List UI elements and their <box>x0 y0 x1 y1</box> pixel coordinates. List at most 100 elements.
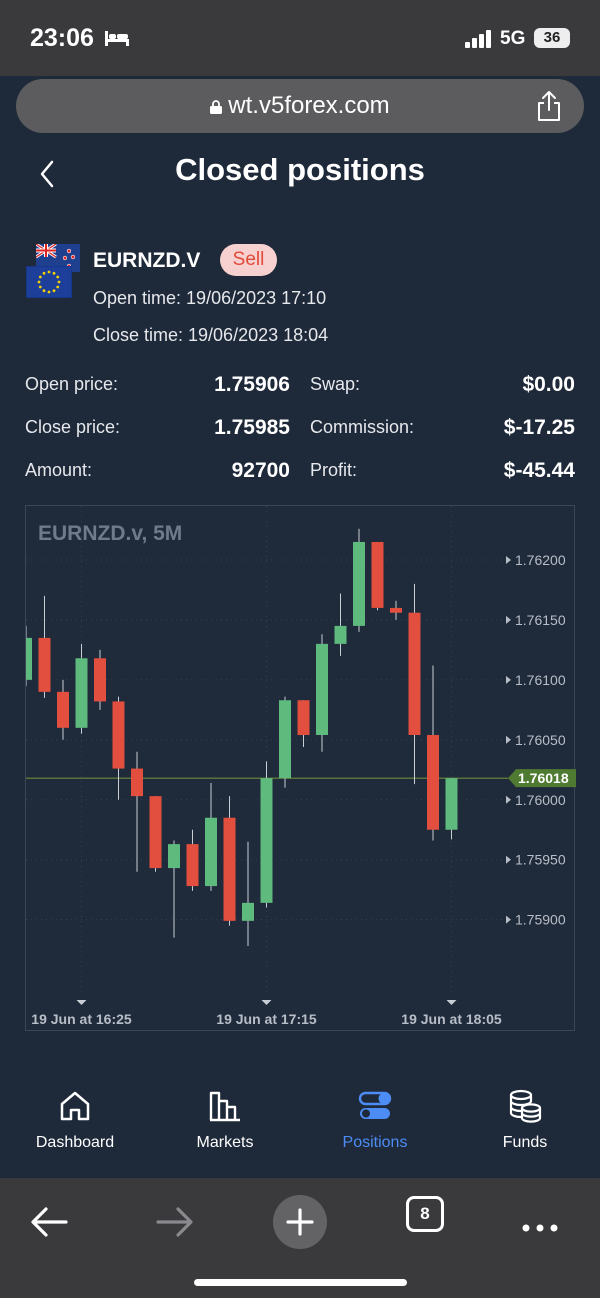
page-title: Closed positions <box>175 152 425 187</box>
price-chart[interactable]: EURNZD.v, 5M 1.76200 1.76150 1.76100 1.76050… <box>25 505 576 1032</box>
bottom-nav: Dashboard Markets Positions Funds <box>0 1068 600 1178</box>
current-price-label: 1.76018 <box>518 770 569 786</box>
candlestick-chart[interactable]: EURNZD.v, 5M 1.76200 1.76150 1.76100 1.76050… <box>26 506 576 1032</box>
swap-label: Swap: <box>310 374 361 394</box>
x-tick-marker <box>76 1000 87 1005</box>
profit-value: $-45.44 <box>503 459 575 482</box>
status-time: 23:06 <box>30 24 94 52</box>
y-tick-marker <box>506 735 511 744</box>
y-tick-marker <box>506 555 511 564</box>
candle-body <box>297 700 310 736</box>
profit-label: Profit: <box>310 460 358 480</box>
candle-body <box>334 625 347 644</box>
x-tick-marker <box>446 1000 457 1005</box>
candle-body <box>242 902 254 921</box>
y-tick-label: 1.75900 <box>515 912 566 928</box>
candle-body <box>205 817 217 887</box>
eu-flag-icon <box>26 266 72 298</box>
open-price-value: 1.75906 <box>214 373 290 396</box>
home-icon <box>60 1091 90 1121</box>
nav-label: Positions <box>342 1134 408 1151</box>
commission-value: $-17.25 <box>503 416 575 439</box>
candle-body <box>38 637 51 692</box>
x-tick-label: 19 Jun at 17:15 <box>216 1011 317 1027</box>
amount-value: 92700 <box>231 459 290 482</box>
nav-funds[interactable]: Funds <box>450 1088 600 1152</box>
nz-flag-icon <box>36 244 80 272</box>
y-tick-label: 1.76050 <box>515 732 566 748</box>
candle-body <box>353 541 365 626</box>
new-tab-icon[interactable] <box>272 1194 328 1250</box>
status-bar: 23:06 5G 36 <box>0 0 600 76</box>
network-type: 5G <box>500 28 526 49</box>
bar-chart-icon <box>209 1091 240 1122</box>
candle-body <box>408 612 421 736</box>
toggles-icon <box>358 1091 392 1119</box>
nav-dashboard[interactable]: Dashboard <box>0 1088 150 1152</box>
currency-pair-flags <box>26 244 80 302</box>
candle-body <box>168 844 180 869</box>
amount-label: Amount: <box>25 460 93 480</box>
close-time: Close time: 19/06/2023 18:04 <box>93 325 329 345</box>
more-icon[interactable] <box>520 1194 560 1250</box>
app-content: Closed positions EURNZD.V Sell Open time <box>0 148 600 1178</box>
y-tick-marker <box>506 795 511 804</box>
sleep-focus-icon <box>105 31 129 46</box>
swap-value: $0.00 <box>522 373 575 396</box>
nav-markets[interactable]: Markets <box>150 1088 300 1152</box>
nav-label: Funds <box>502 1134 548 1151</box>
candle-body <box>131 768 143 797</box>
url-display[interactable]: wt.v5forex.com <box>16 92 584 120</box>
current-price-tag <box>508 769 576 788</box>
y-tick-marker <box>506 615 511 624</box>
candle-body <box>371 541 384 608</box>
candle-body <box>390 607 402 613</box>
side-badge: Sell <box>220 244 277 276</box>
close-price-label: Close price: <box>25 417 121 437</box>
nav-label: Dashboard <box>35 1134 115 1151</box>
battery-icon: 36 <box>534 28 570 48</box>
tabs-button[interactable]: 8 <box>406 1196 444 1232</box>
candle-body <box>75 658 88 728</box>
nav-label: Markets <box>196 1134 254 1151</box>
candle-body <box>149 796 162 869</box>
y-tick-marker <box>506 675 511 684</box>
back-arrow-icon[interactable] <box>28 1194 70 1250</box>
lock-icon <box>210 100 223 114</box>
y-tick-label: 1.76200 <box>515 552 566 568</box>
position-symbol: EURNZD.V <box>93 249 201 272</box>
chart-title: EURNZD.v, 5M <box>38 522 182 545</box>
open-time: Open time: 19/06/2023 17:10 <box>93 288 327 308</box>
x-tick-label: 19 Jun at 16:25 <box>31 1011 132 1027</box>
forward-arrow-icon[interactable] <box>154 1194 196 1250</box>
candle-body <box>186 844 199 887</box>
y-tick-label: 1.76000 <box>515 792 566 808</box>
candle-body <box>26 637 32 680</box>
x-tick-marker <box>261 1000 272 1005</box>
back-chevron-icon[interactable] <box>36 156 60 192</box>
x-tick-label: 19 Jun at 18:05 <box>401 1011 502 1027</box>
url-text: wt.v5forex.com <box>228 92 390 119</box>
y-tick-marker <box>506 915 511 924</box>
candle-body <box>316 643 328 736</box>
share-icon[interactable] <box>536 90 562 122</box>
home-indicator <box>194 1279 407 1286</box>
open-price-label: Open price: <box>25 374 119 394</box>
candle-body <box>427 735 439 830</box>
browser-toolbar: 8 <box>0 1178 600 1298</box>
candle-body <box>279 700 291 779</box>
candle-body <box>223 817 236 921</box>
signal-icon <box>465 30 491 48</box>
candle-body <box>112 701 125 769</box>
candle-body <box>445 778 458 830</box>
commission-label: Commission: <box>310 417 415 437</box>
url-bar[interactable]: wt.v5forex.com <box>16 79 584 133</box>
y-tick-label: 1.75950 <box>515 852 566 868</box>
candle-body <box>260 778 273 903</box>
coins-icon <box>509 1089 542 1123</box>
y-tick-marker <box>506 855 511 864</box>
nav-positions[interactable]: Positions <box>300 1088 450 1152</box>
close-price-value: 1.75985 <box>214 416 290 439</box>
candle-body <box>94 658 106 702</box>
y-tick-label: 1.76150 <box>515 612 566 628</box>
